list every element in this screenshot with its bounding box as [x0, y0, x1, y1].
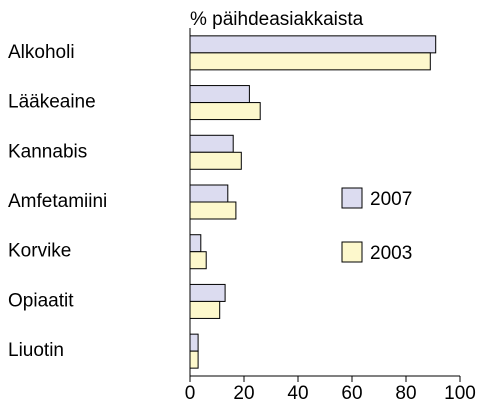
y-tick-label: Alkoholi	[8, 42, 75, 63]
bar	[189, 85, 250, 104]
x-tick-label: 20	[233, 383, 254, 404]
x-tick-label: 100	[444, 383, 476, 404]
x-tick-label: 0	[185, 383, 196, 404]
legend-label: 2003	[370, 243, 412, 264]
bar	[189, 333, 199, 352]
bar	[189, 300, 221, 319]
legend-label: 2007	[370, 189, 412, 210]
y-tick-label: Lääkeaine	[8, 92, 96, 113]
y-tick-label: Liuotin	[8, 340, 64, 361]
x-tick-label: 40	[287, 383, 308, 404]
bar	[189, 350, 199, 369]
bar	[189, 283, 226, 302]
bar	[189, 201, 237, 220]
legend-swatch	[341, 241, 363, 263]
bar	[189, 234, 202, 253]
bar	[189, 134, 234, 153]
bar	[189, 184, 229, 203]
x-tick-label: 80	[395, 383, 416, 404]
bar	[189, 251, 207, 270]
y-tick-label: Opiaatit	[8, 290, 74, 311]
bar	[189, 35, 437, 54]
legend-swatch	[341, 187, 363, 209]
bar	[189, 151, 242, 170]
y-tick-label: Kannabis	[8, 141, 87, 162]
y-tick-label: Amfetamiini	[8, 191, 107, 212]
chart-title: % päihdeasiakkaista	[190, 9, 364, 30]
x-tick-label: 60	[341, 383, 362, 404]
bar	[189, 102, 261, 121]
bar	[189, 52, 431, 71]
y-tick-label: Korvike	[8, 241, 71, 262]
